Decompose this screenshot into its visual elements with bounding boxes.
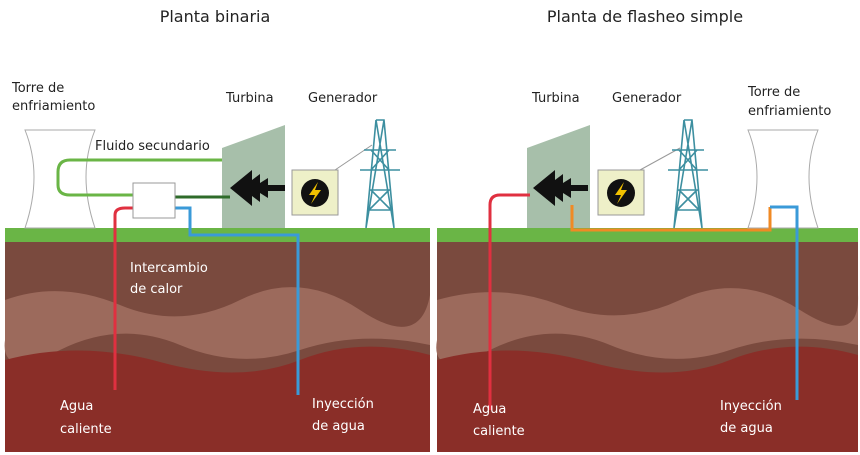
title: Planta binaria [160,7,271,26]
label: Agua [473,402,506,417]
label: caliente [60,422,112,437]
label: Generador [308,91,378,106]
label: enfriamiento [12,99,95,114]
title: Planta de flasheo simple [547,7,743,26]
label: Generador [612,91,682,106]
label: de calor [130,282,183,297]
flash-panel: Planta de flasheo simple Turbina Generad… [436,7,859,452]
label: caliente [473,424,525,439]
label: Fluido secundario [95,139,210,154]
label: de agua [720,421,773,436]
label: Torre de [747,85,800,100]
label: enfriamiento [748,104,831,119]
label: Inyección [720,399,782,414]
label: Agua [60,399,93,414]
label: Inyección [312,397,374,412]
label: Turbina [531,91,580,106]
label: Turbina [225,91,274,106]
binary-panel: Planta binaria Torre de enfriamiento Tur… [4,7,430,452]
label: Torre de [11,81,64,96]
label: Intercambio [130,261,208,276]
label: de agua [312,419,365,434]
